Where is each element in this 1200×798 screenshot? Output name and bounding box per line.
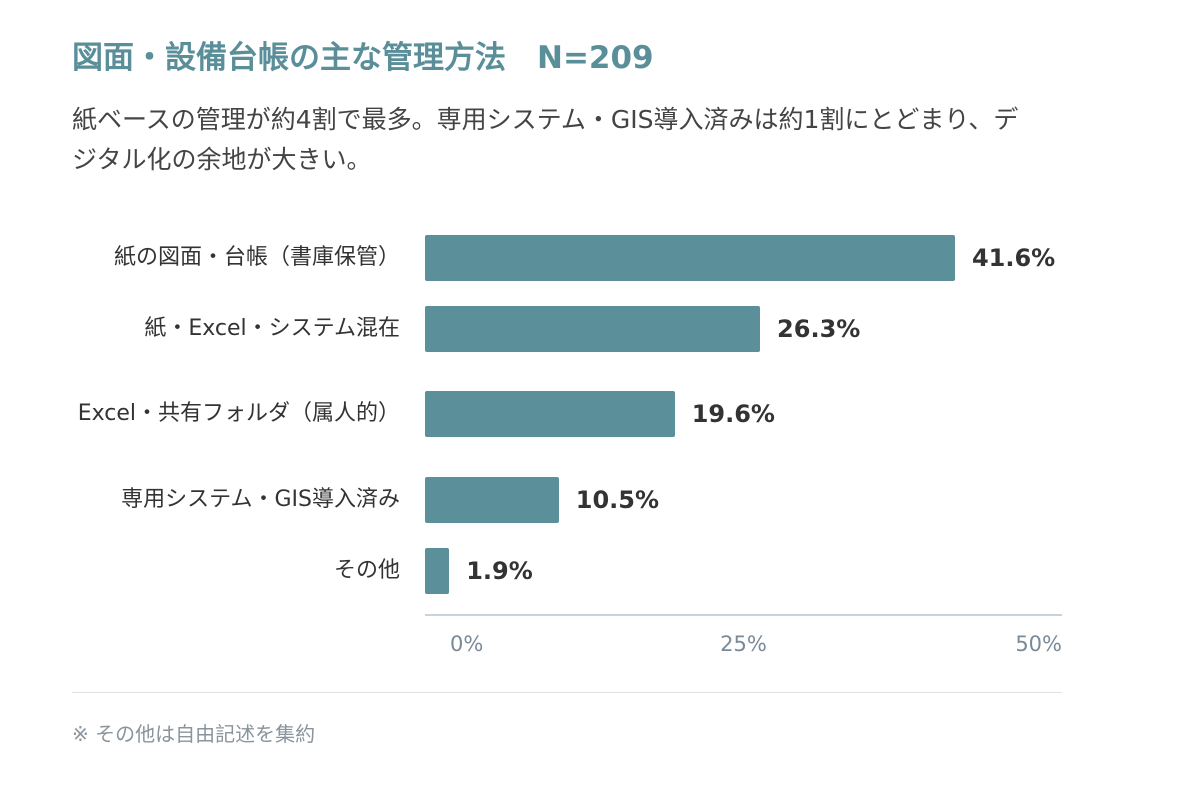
value-label: 41.6% xyxy=(971,244,1056,272)
category-label: 紙・Excel・システム混在 xyxy=(144,316,400,341)
category-label: 専用システム・GIS導入済み xyxy=(121,487,400,512)
separator xyxy=(72,692,1062,693)
category-label: その他 xyxy=(333,558,400,583)
value-label: 26.3% xyxy=(777,315,861,343)
x-tick-label: 0% xyxy=(450,632,484,656)
value-label: 1.9% xyxy=(466,557,533,585)
bar xyxy=(425,548,450,594)
value-label: 19.6% xyxy=(691,400,775,428)
x-axis-line xyxy=(425,614,1062,616)
bar xyxy=(425,235,955,281)
x-tick-label: 25% xyxy=(720,632,767,656)
value-label: 10.5% xyxy=(575,486,660,514)
chart-title: 図面・設備台帳の主な管理方法 N=209 xyxy=(72,40,654,76)
footnote: ※ その他は自由記述を集約 xyxy=(72,722,316,746)
x-tick-label: 50% xyxy=(1015,632,1062,656)
bar xyxy=(425,306,761,352)
bar xyxy=(425,391,675,437)
category-label: 紙の図面・台帳（書庫保管） xyxy=(113,245,400,270)
category-label: Excel・共有フォルダ（属人的） xyxy=(77,401,400,426)
chart-subtitle: 紙ベースの管理が約4割で最多。専用システム・GIS導入済みは約1割にとどまり、デ… xyxy=(72,105,1019,174)
bar xyxy=(425,477,559,523)
